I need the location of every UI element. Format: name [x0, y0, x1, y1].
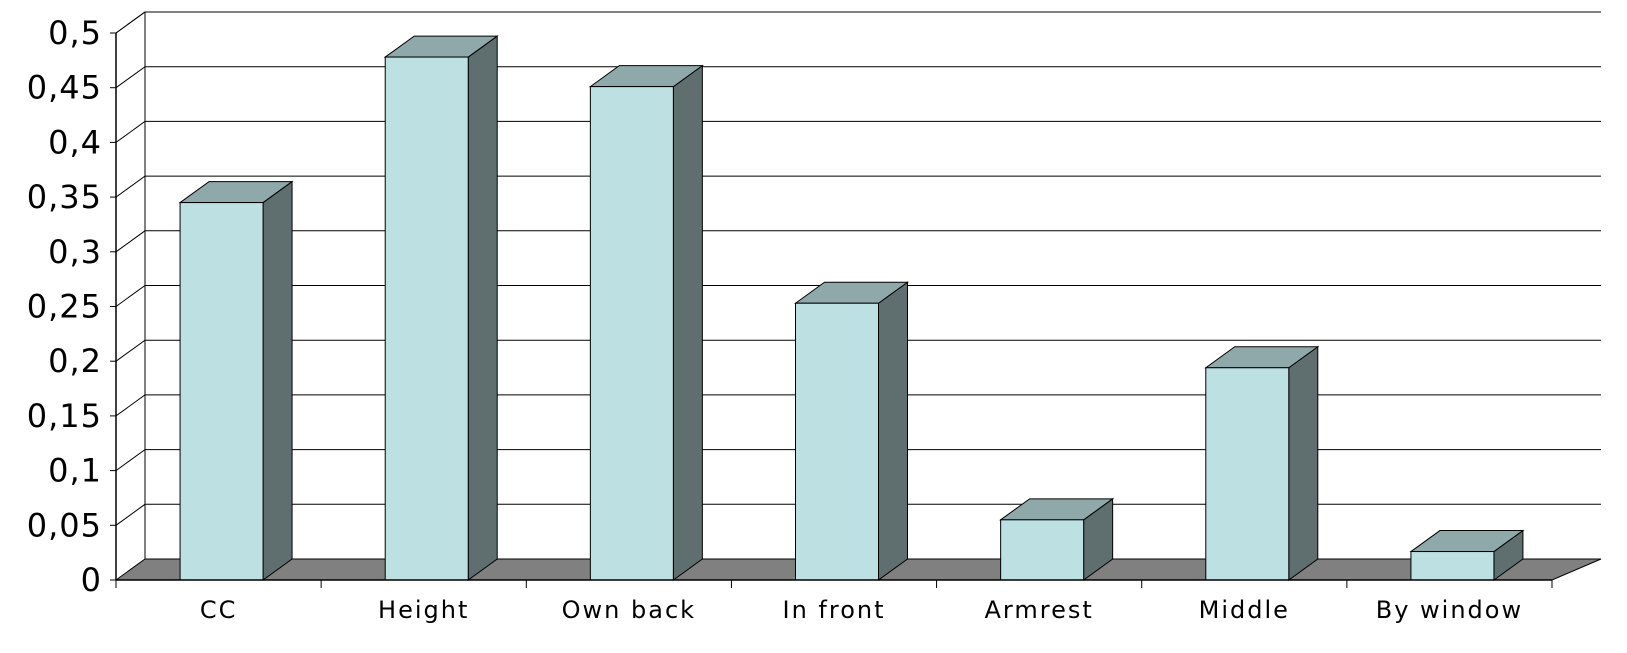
bar-armrest	[999, 497, 1115, 581]
bar-side-face	[467, 35, 498, 581]
y-tick-label: 0,5	[48, 14, 102, 52]
bars	[178, 35, 1525, 581]
x-tick-label: Height	[378, 596, 469, 624]
y-tick-label: 0,2	[48, 342, 102, 380]
gridline	[115, 230, 1601, 253]
gridline	[115, 285, 1601, 307]
bar-cc	[178, 180, 294, 581]
bar-front-face	[179, 202, 264, 581]
y-tick-label: 0,35	[27, 178, 102, 216]
x-tick-label: In front	[782, 596, 885, 624]
x-tick-label: CC	[200, 596, 238, 624]
x-tick-label: Own back	[562, 596, 696, 624]
gridline	[115, 66, 1601, 89]
bar-front-face	[384, 56, 469, 581]
bar-height	[383, 35, 499, 581]
y-tick-label: 0,4	[48, 123, 102, 161]
y-tick-label: 0,25	[27, 288, 102, 326]
bar-side-face	[262, 180, 293, 581]
bar-by-window	[1409, 529, 1525, 581]
bar-side-face	[1288, 345, 1319, 581]
bar-side-face	[878, 281, 908, 581]
gridline	[115, 175, 1601, 198]
y-tick-label: 0,05	[27, 506, 102, 544]
y-tick-label: 0,3	[48, 233, 102, 271]
y-tick-label: 0	[81, 561, 102, 599]
gridline	[115, 449, 1601, 472]
gridline	[115, 503, 1601, 526]
bar-own-back	[588, 64, 704, 581]
y-tick-label: 0,45	[27, 69, 102, 107]
x-tick-label: Middle	[1199, 596, 1290, 624]
gridline	[115, 120, 1601, 143]
bar-front-face	[1205, 367, 1290, 581]
bar-middle	[1204, 345, 1320, 581]
x-tick-label: Armrest	[985, 596, 1094, 624]
bar-side-face	[672, 64, 703, 581]
bar-front-face	[1000, 519, 1085, 581]
axes	[110, 32, 1553, 588]
bar-front-face	[589, 86, 674, 581]
gridlines	[115, 11, 1601, 526]
x-tick-label: By window	[1376, 596, 1523, 624]
y-tick-label: 0,15	[27, 397, 102, 435]
gridline	[115, 339, 1601, 362]
bar-in-front	[793, 281, 910, 581]
x-axis-tick-labels: CC Height Own back In front Armrest Middle By …	[200, 596, 1523, 624]
bar-front-face	[795, 302, 879, 581]
y-axis-tick-labels: 0 0,05 0,1 0,15 0,2 0,25 0,3 0,35 0,4 0,45 0,5	[27, 14, 102, 599]
bar-front-face	[1410, 551, 1495, 581]
gridline	[115, 394, 1601, 417]
y-tick-label: 0,1	[48, 452, 102, 490]
gridline	[115, 11, 1601, 34]
